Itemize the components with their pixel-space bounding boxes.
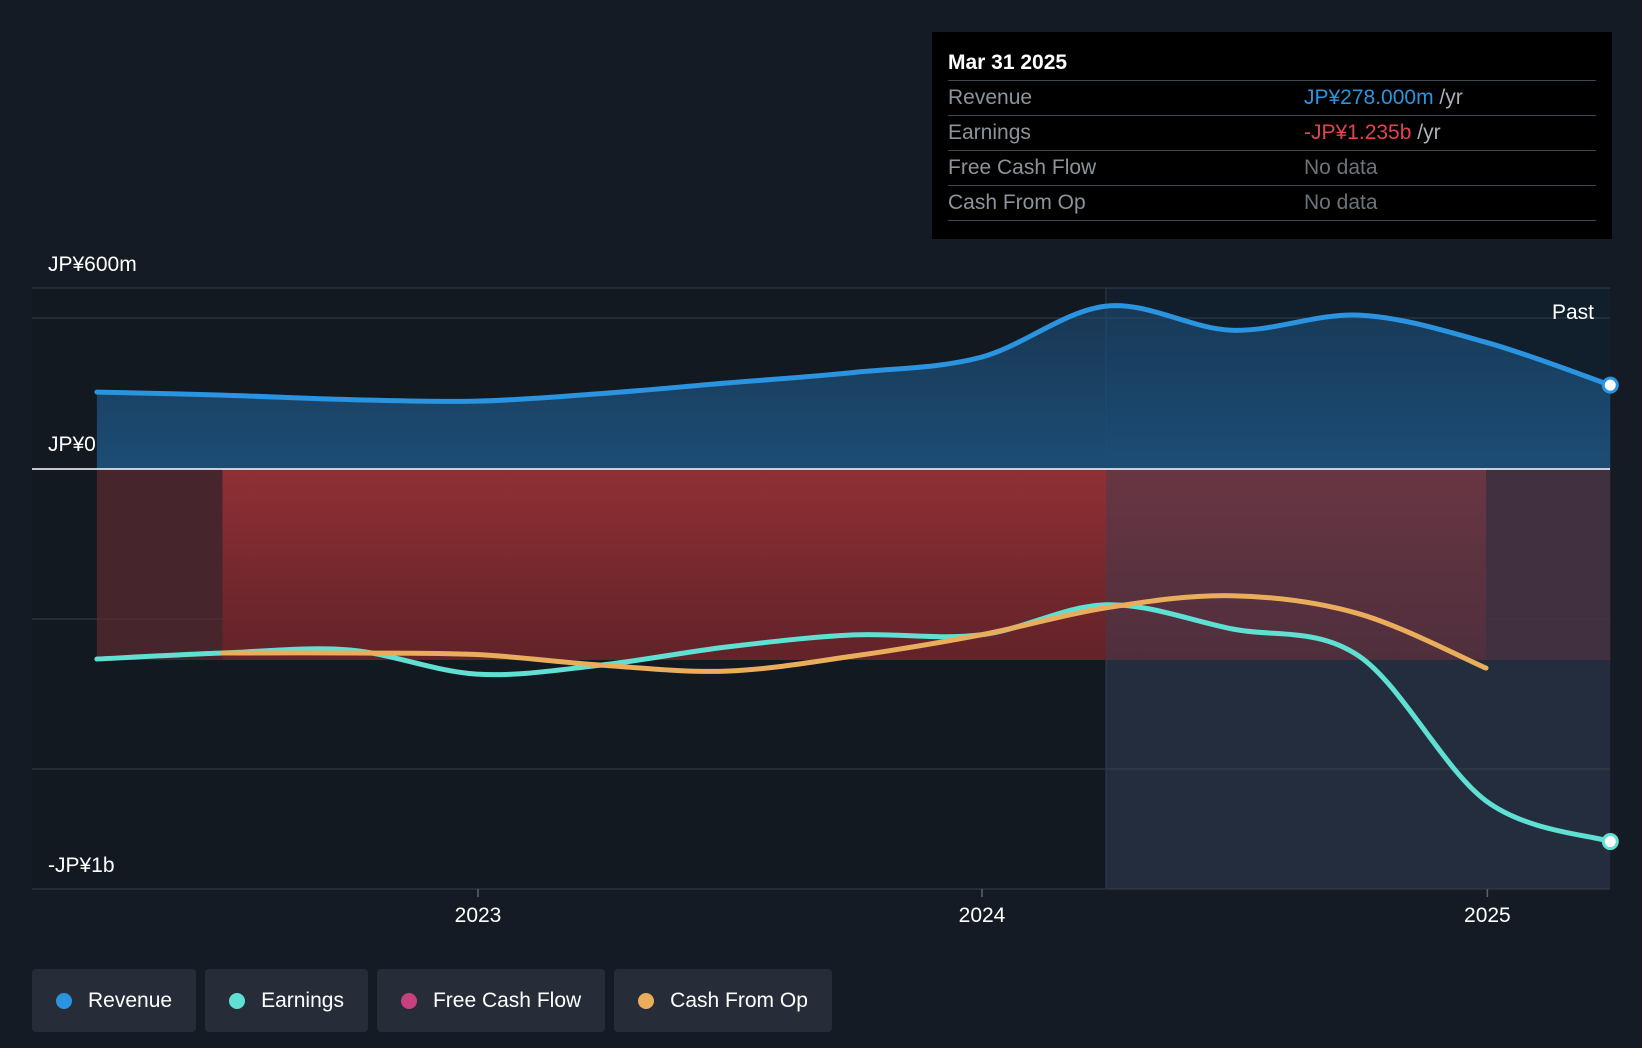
tooltip-row-earnings: Earnings -JP¥1.235b /yr xyxy=(948,115,1596,150)
legend-item-cash-from-op[interactable]: Cash From Op xyxy=(614,969,832,1032)
y-tick-label: JP¥600m xyxy=(48,253,137,276)
loss-band xyxy=(222,469,1486,660)
tooltip-label: Revenue xyxy=(948,86,1033,109)
tooltip-value: No data xyxy=(1304,191,1378,214)
legend-item-free-cash-flow[interactable]: Free Cash Flow xyxy=(376,969,606,1032)
cash-from-op-line xyxy=(220,593,1489,674)
revenue-end-marker xyxy=(1601,376,1619,394)
legend-dot-icon xyxy=(400,992,417,1009)
tooltip-value: No data xyxy=(1304,156,1378,179)
legend-dot-icon xyxy=(229,992,246,1009)
legend-item-earnings[interactable]: Earnings xyxy=(205,969,368,1032)
tooltip-value: JP¥278.000m /yr xyxy=(1304,86,1463,109)
legend-label: Earnings xyxy=(261,988,344,1012)
tooltip-label: Earnings xyxy=(948,121,1031,144)
revenue-area xyxy=(96,305,1611,469)
series-lines xyxy=(94,303,1619,851)
y-tick-label: -JP¥1b xyxy=(48,854,115,877)
past-label: Past xyxy=(1552,301,1594,324)
earnings-end-marker xyxy=(1601,833,1619,851)
x-tick-label: 2023 xyxy=(455,904,502,927)
revenue-line xyxy=(94,303,1613,404)
tooltip-row-cash-from-op: Cash From Op No data xyxy=(948,185,1596,221)
x-tick-label: 2024 xyxy=(959,904,1006,927)
tooltip-date: Mar 31 2025 xyxy=(948,51,1068,74)
tooltip-row-free-cash-flow: Free Cash Flow No data xyxy=(948,150,1596,185)
tooltip: Mar 31 2025 Revenue JP¥278.000m /yr Earnin… xyxy=(932,32,1612,239)
x-tick-label: 2025 xyxy=(1464,904,1511,927)
earnings-line xyxy=(94,602,1613,845)
tooltip-label: Free Cash Flow xyxy=(948,156,1097,179)
axis-labels: JP¥600m JP¥0 -JP¥1b 2023 2024 2025 Past xyxy=(48,253,1594,927)
legend-label: Revenue xyxy=(88,988,173,1012)
legend-label: Cash From Op xyxy=(670,988,808,1012)
legend-label: Free Cash Flow xyxy=(432,988,582,1012)
series-areas xyxy=(32,305,1611,889)
tooltip-row-revenue: Revenue JP¥278.000m /yr xyxy=(948,80,1596,115)
legend: Revenue Earnings Free Cash Flow Cash From O… xyxy=(32,969,832,1032)
legend-item-revenue[interactable]: Revenue xyxy=(32,969,197,1032)
tooltip-value: -JP¥1.235b /yr xyxy=(1304,121,1441,144)
y-tick-label: JP¥0 xyxy=(48,433,96,456)
tooltip-label: Cash From Op xyxy=(948,191,1086,214)
legend-dot-icon xyxy=(56,992,72,1009)
legend-dot-icon xyxy=(638,992,655,1009)
